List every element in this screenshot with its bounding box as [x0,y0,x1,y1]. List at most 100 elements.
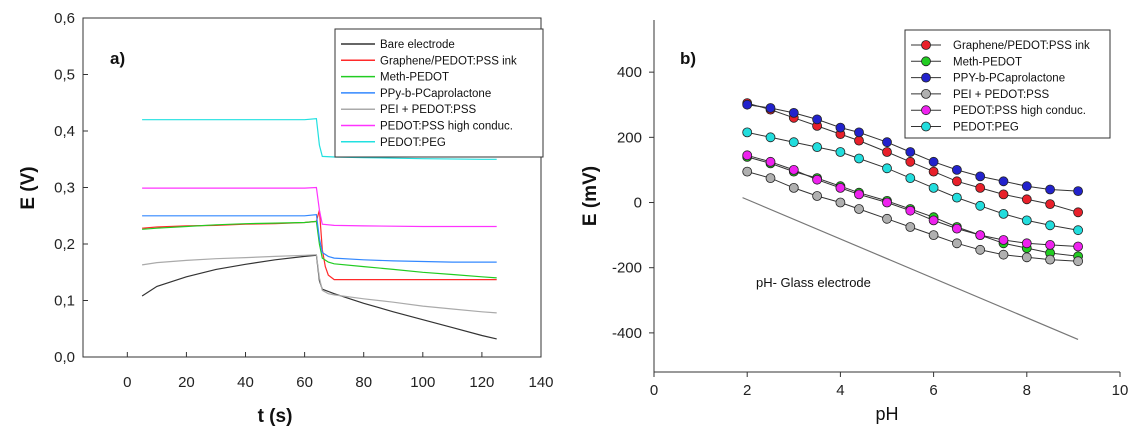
chart-a-legend: Bare electrode Graphene/PEDOT:PSS ink Meth… [334,28,544,158]
chart-a-panel-label: a) [110,49,125,68]
chart-b-data-point [854,189,864,200]
chart-b-x-axis-label: pH [875,404,898,424]
chart-b-data-point [835,182,846,193]
chart-b-data-point [1073,207,1083,218]
chart-b-data-point [812,114,822,125]
chart-b-x-tick-label: 2 [743,382,751,399]
chart-a-series [141,117,497,340]
chart-b-legend-entry: PEDOT:PSS high conduc. [953,105,1086,117]
chart-b-data-point [928,215,939,226]
chart-a-x-tick-label: 60 [296,374,313,391]
chart-b-y-tick-label: -200 [612,260,642,277]
chart-b-legend-entry: PPY-b-PCaprolactone [953,73,1065,85]
chart-b-data-point [742,127,753,138]
chart-b-data-point [905,222,916,232]
chart-b-data-point [835,122,846,133]
chart-a-y-tick-label: 0,5 [54,67,75,84]
chart-b-data-point [1073,241,1083,252]
chart-b-data-point [765,132,776,143]
chart-b-data-point [835,197,846,208]
chart-b-data-point [905,205,916,216]
chart-b-data-point [998,189,1009,200]
chart-b-data-point [928,230,939,241]
chart-b-data-point [1073,225,1083,236]
chart-b-data-point [998,176,1009,187]
chart-a-x-tick-label: 20 [178,374,195,391]
chart-b-data-point [952,192,962,203]
chart-b-legend-box [904,29,1111,139]
chart-b-data-point [765,103,776,113]
chart-b-data-point [812,142,822,153]
chart-b-legend-entry: PEDOT:PEG [953,122,1019,134]
chart-b-data-point [788,108,799,118]
chart-b-data-point [835,147,846,157]
chart-b-data-point [975,230,986,241]
chart-b-legend: Graphene/PEDOT:PSS ink Meth-PEDOT PPY-b-PC… [904,29,1111,139]
chart-b-data-point [765,156,776,167]
chart-b-data-point [742,150,753,161]
chart-b-data-point [1021,181,1032,192]
chart-b-glass-electrode-line [742,197,1079,340]
chart-b-data-point [975,200,986,211]
chart-a-y-axis-label: E (V) [18,166,39,209]
chart-b-data-point [952,176,962,187]
chart-b-data-point [998,235,1009,245]
chart-a-x-tick-label: 140 [528,374,553,391]
chart-b-data-point [882,147,892,157]
chart-b-axes [653,20,1120,373]
chart-b-data-point [928,156,939,167]
chart-a-series-line [141,254,497,340]
chart-a-legend-entry: Meth-PEDOT [380,72,449,84]
chart-b-data-point [1045,199,1055,210]
chart-a: 0 20 40 60 80 100 120 1400,00,10,20,30,40,50,6 … [18,10,554,427]
chart-b-data-point [975,244,986,255]
chart-b-data-point [1045,184,1055,195]
chart-b-legend-swatch-marker [921,56,931,67]
chart-b-data-point [765,173,776,184]
chart-b-legend-entry: PEI + PEDOT:PSS [953,89,1050,101]
chart-b-data-point [788,164,799,175]
chart-a-y-tick-label: 0,2 [54,236,75,253]
chart-b-data-point [788,182,799,193]
chart-a-legend-entry: PPy-b-PCaprolactone [380,88,491,100]
chart-b-series [742,98,1083,267]
chart-b-legend-entry: Graphene/PEDOT:PSS ink [953,40,1090,52]
chart-b-data-point [928,182,939,193]
chart-b-data-point [905,173,916,184]
chart-a-x-tick-label: 80 [355,374,372,391]
chart-b-x-tick-label: 8 [1023,382,1031,399]
chart-b-data-point [998,249,1009,260]
chart-a-x-axis-label: t (s) [258,406,293,427]
chart-b-y-tick-label: 400 [617,64,642,81]
chart-b-data-point [882,137,892,148]
chart-b-y-tick-label: 0 [634,195,642,212]
chart-b-data-point [882,163,892,174]
chart-b-data-point [975,182,986,193]
chart-b-x-tick-label: 6 [929,382,937,399]
chart-a-x-tick-label: 120 [469,374,494,391]
chart-b-x-tick-label: 0 [650,382,658,399]
chart-b-data-point [1021,194,1032,205]
chart-b-data-point [1021,215,1032,226]
chart-b-data-point [1045,254,1055,265]
chart-b-legend-swatch-marker [921,105,931,116]
chart-a-series-line [142,220,497,279]
chart-a-y-tick-label: 0,1 [54,293,75,310]
chart-a-legend-entry: PEDOT:PEG [380,137,446,149]
chart-b-data-point [1045,220,1055,231]
chart-b-data-point [952,164,962,175]
chart-b-data-point [975,171,986,182]
chart-a-legend-entry: Graphene/PEDOT:PSS ink [380,55,517,67]
chart-a-x-tick-label: 0 [123,374,131,391]
chart-a-y-tick-label: 0,4 [54,123,75,140]
chart-b-legend-swatch-marker [921,89,931,99]
chart-b-data-point [905,156,916,167]
chart-b-annotation: pH- Glass electrode [756,275,871,290]
chart-b-y-tick-label: -400 [612,325,642,342]
chart-a-y-tick-label: 0,3 [54,180,75,197]
chart-a-x-tick-label: 40 [237,374,254,391]
chart-b-data-point [788,137,799,148]
chart-a-x-tick-label: 100 [410,374,435,391]
chart-b-x-tick-label: 10 [1112,382,1129,399]
chart-b-y-axis-label: E (mV) [580,166,601,226]
